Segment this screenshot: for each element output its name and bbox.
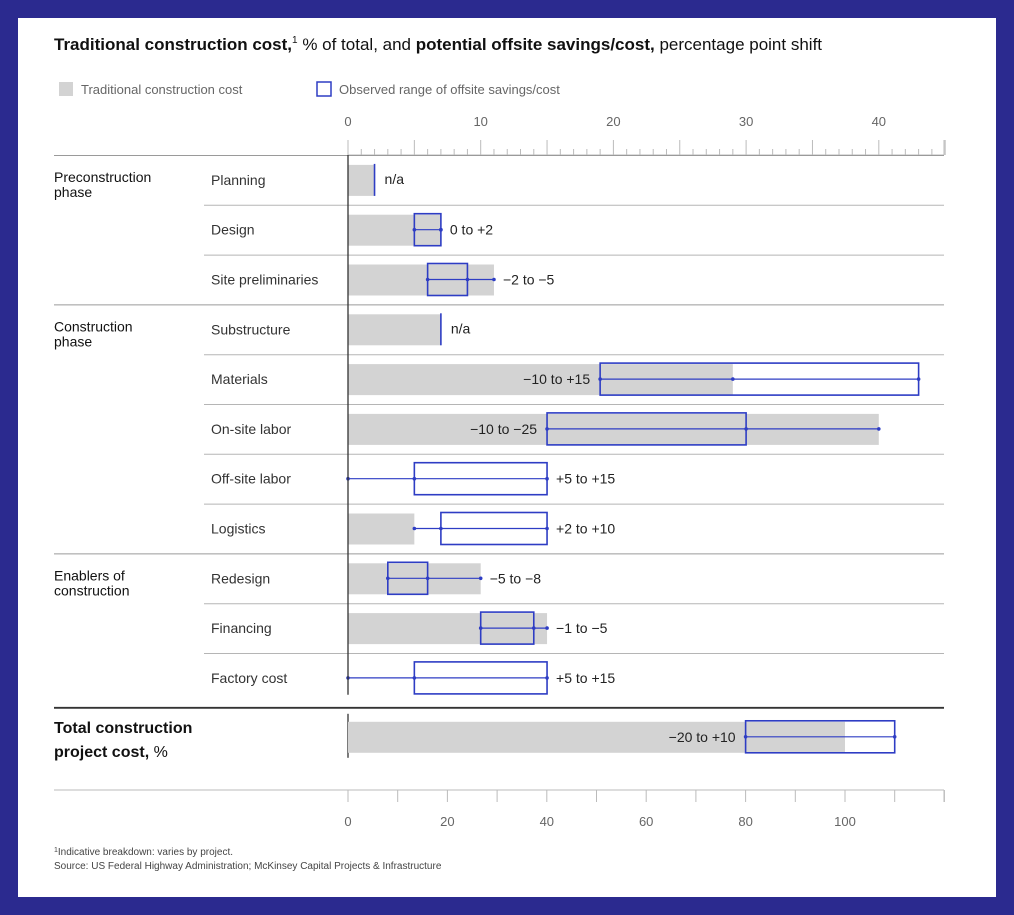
range-end-dot <box>425 277 430 282</box>
bottom-axis-tick-label: 20 <box>440 814 454 829</box>
range-end-dot <box>412 676 417 680</box>
bar-traditional-cost <box>348 513 415 545</box>
top-axis-tick-label: 40 <box>872 114 886 129</box>
range-value-label: +5 to +15 <box>556 471 615 487</box>
range-value-label: −2 to −5 <box>503 272 555 288</box>
category-label: Redesign <box>211 570 270 586</box>
range-value-label: +2 to +10 <box>556 521 615 537</box>
legend-swatch-range <box>316 81 332 97</box>
group-label: phase <box>54 184 92 200</box>
total-label-line2: project cost, % <box>54 744 168 761</box>
range-value-label: −10 to −25 <box>470 421 537 437</box>
range-value-label: −1 to −5 <box>556 620 608 636</box>
range-end-dot <box>386 576 390 581</box>
range-end-dot <box>439 526 443 531</box>
range-end-dot <box>412 476 417 481</box>
range-end-dot <box>916 377 921 381</box>
bottom-axis-tick-label: 0 <box>344 814 351 829</box>
range-end-dot <box>545 676 549 680</box>
range-end-dot <box>425 576 430 581</box>
group-label: phase <box>54 333 92 349</box>
range-end-dot <box>545 476 549 481</box>
range-anchor-dot <box>731 377 735 381</box>
range-end-dot <box>412 227 417 232</box>
bottom-axis-tick-label: 80 <box>738 814 752 829</box>
footnote-note: 1Indicative breakdown: varies by project… <box>54 847 233 858</box>
range-end-dot <box>545 526 549 531</box>
bottom-axis-tick-label: 40 <box>540 814 554 829</box>
total-range-label: −20 to +10 <box>669 729 736 745</box>
range-anchor-dot <box>478 576 483 581</box>
category-label: Planning <box>211 172 266 188</box>
total-label-unit: % <box>149 744 168 761</box>
chart-frame: Traditional construction cost,1 % of tot… <box>18 18 996 897</box>
legend-swatch-traditional <box>59 82 73 96</box>
footnote-source: Source: US Federal Highway Administratio… <box>54 861 442 872</box>
category-label: Factory cost <box>211 670 287 686</box>
total-range-end-dot <box>892 735 897 739</box>
range-end-dot <box>545 427 549 431</box>
range-end-dot <box>531 626 536 630</box>
title-part-bold-1: Traditional construction cost, <box>54 35 292 54</box>
range-anchor-dot <box>877 427 881 431</box>
title-part-bold-3: potential offsite savings/cost, <box>416 35 655 54</box>
bar-traditional-cost <box>348 314 441 346</box>
range-end-dot <box>744 427 748 431</box>
category-label: Design <box>211 222 255 238</box>
category-label: Logistics <box>211 521 265 537</box>
legend-label-traditional: Traditional construction cost <box>81 82 243 97</box>
group-label: Enablers of <box>54 567 125 583</box>
category-label: On-site labor <box>211 421 291 437</box>
range-anchor-dot <box>492 277 496 282</box>
range-value-label: n/a <box>385 171 405 187</box>
group-label: construction <box>54 582 129 598</box>
bottom-axis-tick-label: 100 <box>834 814 856 829</box>
range-value-label: +5 to +15 <box>556 670 615 686</box>
group-label: Construction <box>54 318 133 334</box>
top-axis-tick-label: 0 <box>344 114 351 129</box>
legend-label-range: Observed range of offsite savings/cost <box>339 82 560 97</box>
group-label: Preconstruction <box>54 169 151 185</box>
title-part-2: % of total, and <box>298 35 416 54</box>
category-label: Materials <box>211 371 268 387</box>
total-label-line1: Total construction <box>54 720 192 737</box>
bar-traditional-cost <box>348 164 375 196</box>
range-value-label: −5 to −8 <box>490 570 542 586</box>
footnote-text: Indicative breakdown: varies by project. <box>58 847 233 858</box>
range-value-label: 0 to +2 <box>450 222 493 238</box>
top-axis-tick-label: 20 <box>606 114 620 129</box>
category-label: Substructure <box>211 321 291 337</box>
range-anchor-dot <box>412 526 417 531</box>
range-end-dot <box>465 277 470 282</box>
category-label: Site preliminaries <box>211 272 318 288</box>
chart-title: Traditional construction cost,1 % of tot… <box>54 35 822 54</box>
footnote-mark: 1 <box>54 847 58 854</box>
range-value-label: −10 to +15 <box>523 371 590 387</box>
total-range-end-dot <box>743 735 748 739</box>
range-value-label: n/a <box>451 320 471 336</box>
bottom-axis-tick-label: 60 <box>639 814 653 829</box>
top-axis-tick-label: 10 <box>473 114 487 129</box>
chart-svg: Traditional construction cost,1 % of tot… <box>54 35 946 872</box>
category-label: Off-site labor <box>211 471 291 487</box>
total-label-bold: project cost, <box>54 744 149 761</box>
title-part-4: percentage point shift <box>655 35 823 54</box>
title-footnote-mark: 1 <box>292 35 298 46</box>
range-anchor-dot <box>545 626 549 630</box>
top-axis-tick-label: 30 <box>739 114 753 129</box>
range-end-dot <box>478 626 483 630</box>
range-end-dot <box>598 377 602 381</box>
range-end-dot <box>439 227 443 232</box>
category-label: Financing <box>211 620 272 636</box>
